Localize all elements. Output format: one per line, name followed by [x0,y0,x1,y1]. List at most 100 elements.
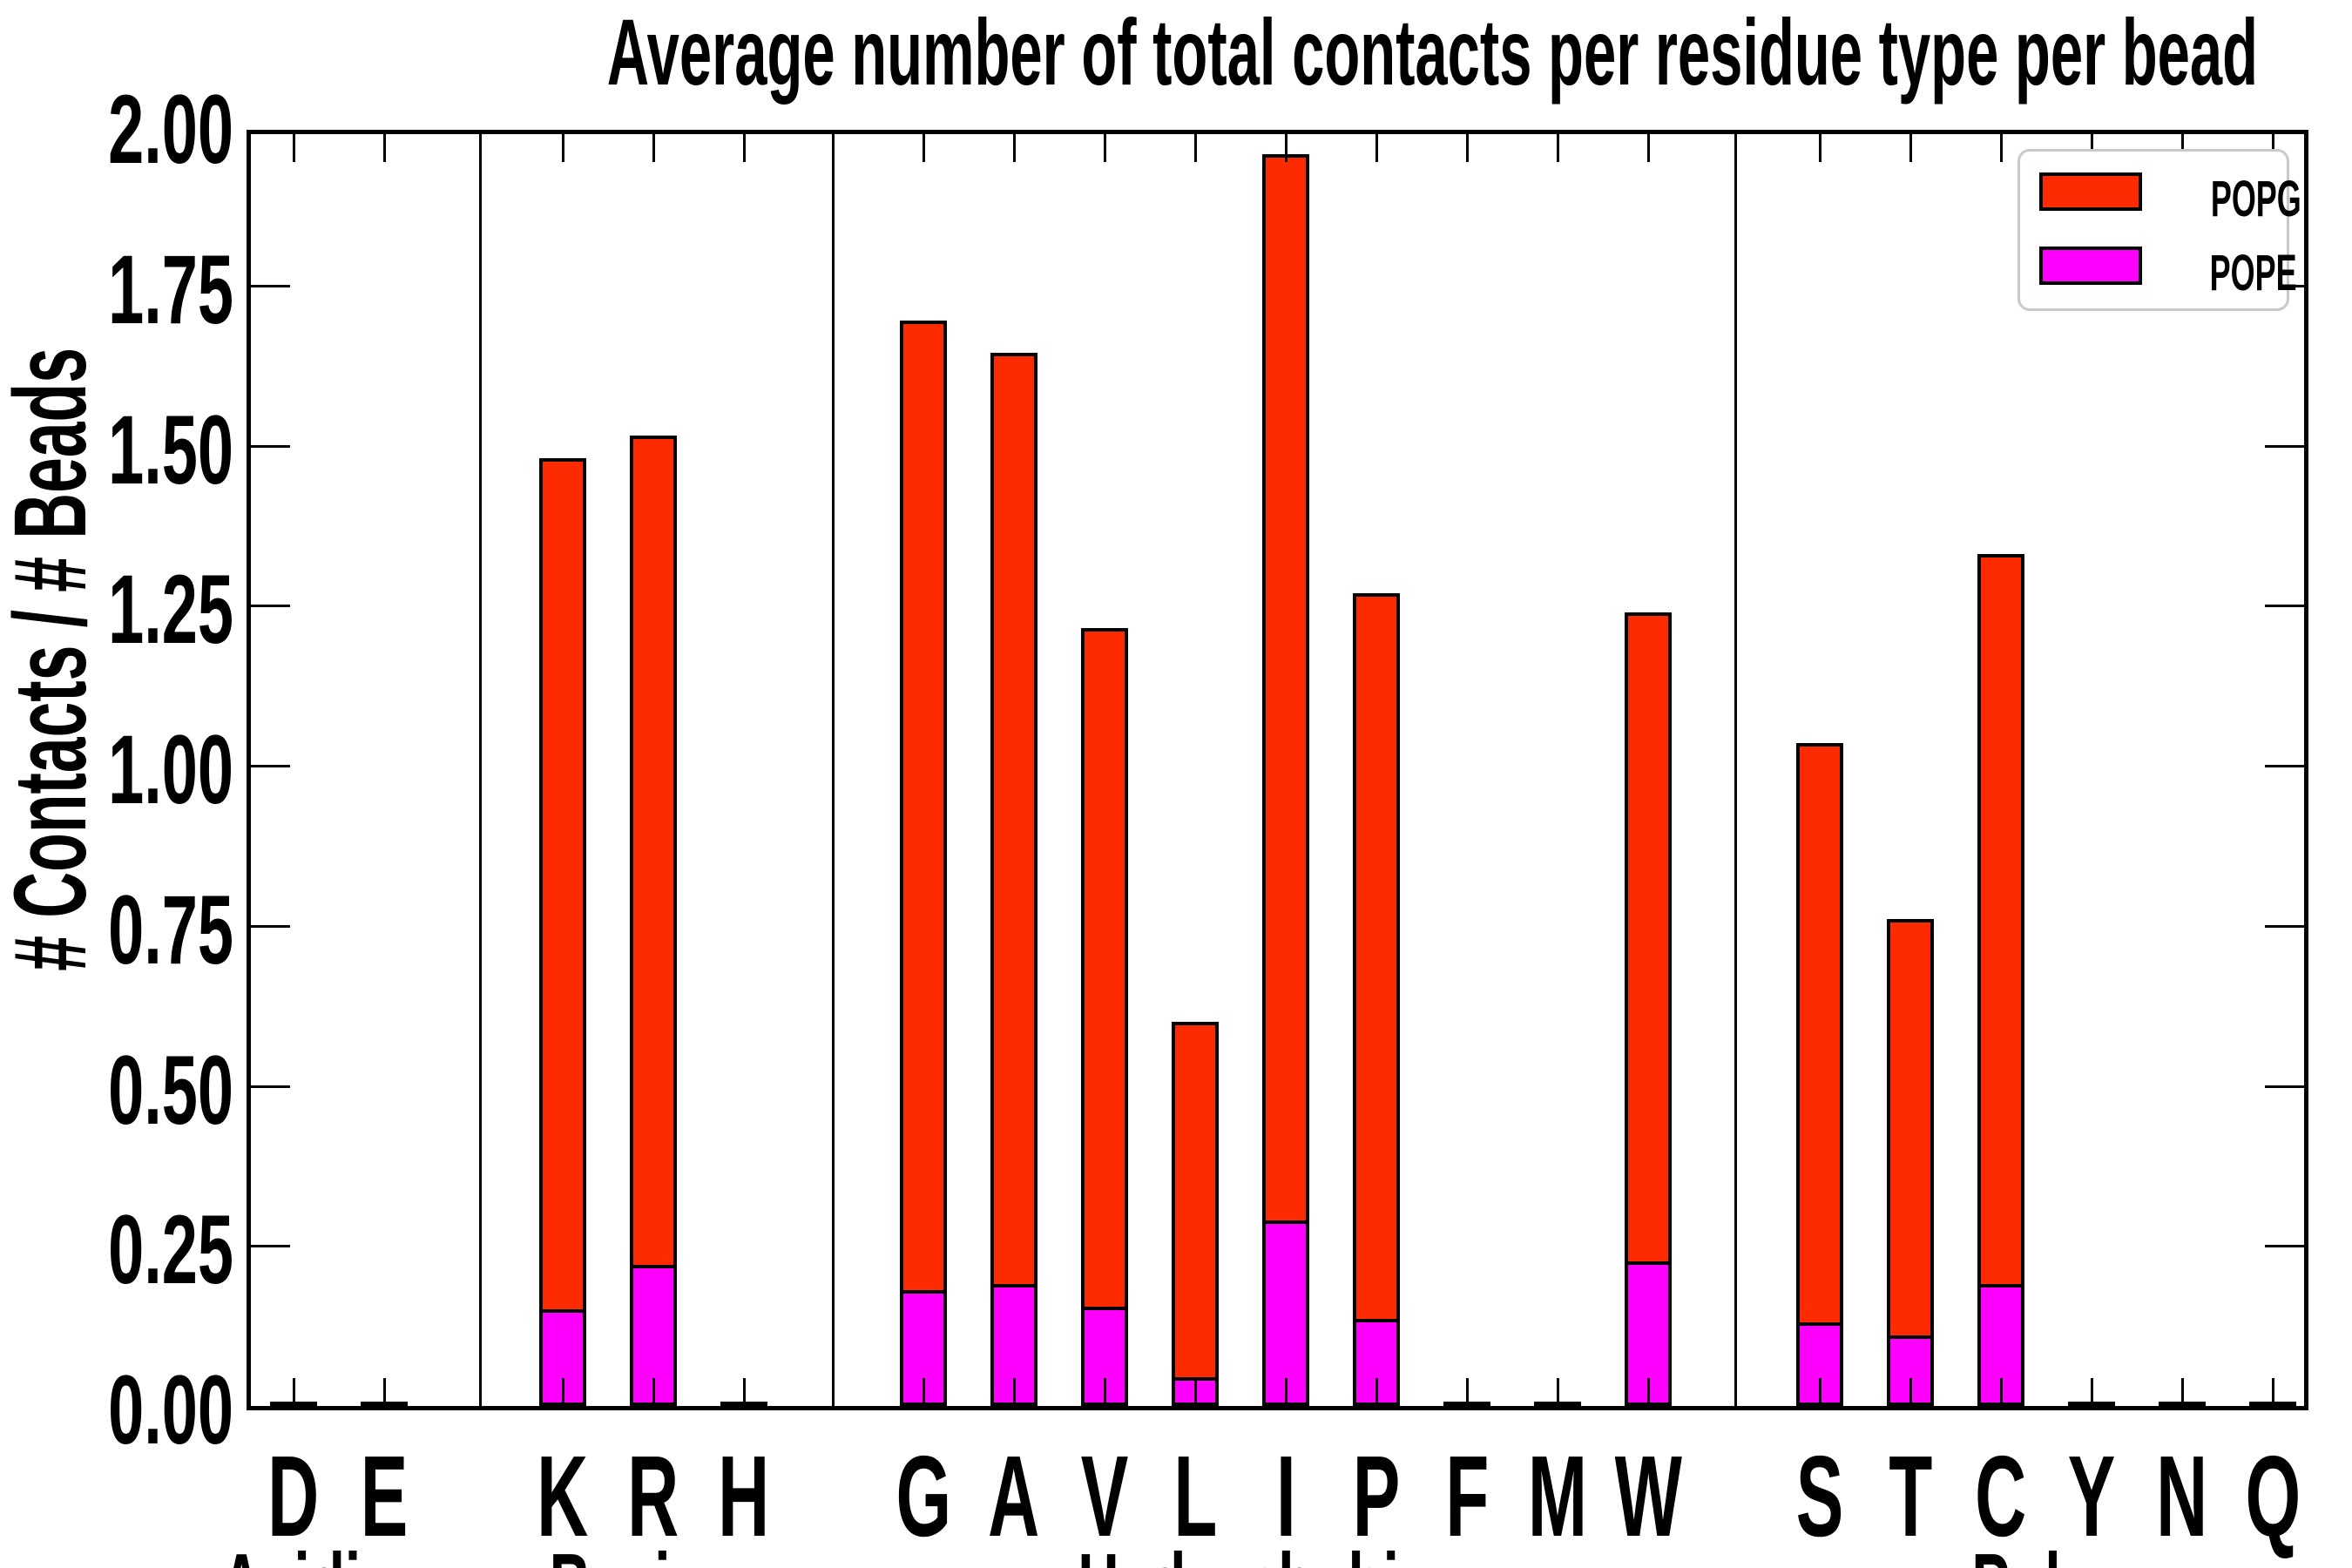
bar-K-pope-segment [543,1309,583,1402]
x-tick-top [1557,134,1559,162]
y-tick-label-text: 0.75 [108,875,233,984]
y-tick-label-0.25: 0.25 [33,1201,233,1299]
x-tick-bottom [743,1378,746,1406]
bar-W [1625,612,1672,1406]
y-tick-label-1.75: 1.75 [33,234,233,344]
bar-G [900,321,947,1406]
group-label-hydrophobic: Hydrophobic [950,1540,1559,1568]
x-label-text: K [537,1432,589,1560]
y-tick-label-0.50: 0.50 [33,1035,233,1145]
x-label-text: R [627,1432,679,1560]
group-label-text: Acidic [220,1540,392,1568]
x-tick-bottom [2091,1378,2093,1406]
group-label-text: Polar [1972,1540,2115,1568]
legend-label-popg: POPG [2210,171,2301,227]
x-label-P: P [1246,1439,1507,1554]
x-tick-top [1285,134,1288,162]
y-tick [251,284,290,287]
x-label-text: M [1527,1432,1588,1560]
bar-I-pope-segment [1266,1220,1306,1402]
x-tick-top [2000,134,2003,162]
y-tick [2265,605,2304,608]
chart-title-text: Average number of total contacts per res… [606,0,2259,105]
x-label-V: V [974,1439,1235,1554]
x-tick-top [1819,134,1821,162]
y-tick [251,444,290,448]
y-tick [2265,444,2304,448]
x-label-K: K [432,1439,693,1554]
legend-label-pope: POPE [2209,245,2297,301]
x-label-T: T [1780,1439,2041,1554]
legend-swatch-popg [2039,172,2142,211]
x-tick-top [1647,134,1650,162]
x-label-text: C [1975,1432,2027,1560]
y-tick-label-text: 1.50 [108,395,233,504]
y-tick-label-1.25: 1.25 [33,561,233,659]
y-tick [2265,924,2304,928]
bar-L [1172,1022,1219,1406]
group-label-acidic: Acidic [2,1540,612,1568]
x-label-C: C [1870,1439,2132,1554]
group-label-text: Basic [549,1540,701,1568]
x-label-Q: Q [2142,1439,2352,1554]
bar-C [1977,554,2024,1406]
x-tick-bottom [1104,1378,1106,1406]
x-tick-bottom [1285,1378,1288,1406]
x-label-L: L [1064,1439,1326,1554]
bar-V [1081,628,1128,1406]
x-tick-top [1375,134,1378,162]
y-tick-label-text: 0.50 [108,1035,233,1145]
x-tick-top [2091,134,2093,162]
bar-P [1353,593,1400,1406]
x-tick-bottom [2181,1378,2184,1406]
x-tick-bottom [1375,1378,1378,1406]
y-tick [2265,1245,2304,1248]
x-tick-top [1013,134,1016,162]
x-label-M: M [1427,1439,1688,1554]
x-label-text: W [1614,1432,1682,1560]
x-tick-bottom [1194,1378,1197,1406]
x-label-text: P [1352,1432,1401,1560]
x-tick-bottom [1013,1378,1016,1406]
x-tick-top [652,134,655,162]
x-label-text: Q [2245,1432,2301,1560]
x-tick-top [383,134,386,162]
x-label-text: N [2156,1432,2208,1560]
x-tick-bottom [1819,1378,1821,1406]
x-label-text: E [360,1432,409,1560]
y-tick-label-0.75: 0.75 [33,875,233,984]
y-tick [251,605,290,608]
legend-swatch-pope [2039,247,2142,285]
x-label-E: E [253,1439,515,1554]
x-label-text: T [1888,1432,1932,1560]
x-tick-bottom [2272,1378,2274,1406]
y-tick [251,1085,290,1088]
x-tick-top [923,134,925,162]
y-tick-label-text: 1.75 [108,234,233,344]
y-tick-label-text: 0.00 [108,1355,233,1464]
y-tick [2265,765,2304,767]
x-label-I: I [1155,1439,1416,1554]
y-tick [251,924,290,928]
x-label-text: G [896,1432,951,1560]
x-tick-top [1194,134,1197,162]
bar-A [990,353,1037,1406]
x-tick-bottom [652,1378,655,1406]
y-tick-label-1.00: 1.00 [33,721,233,819]
group-label-text: Hydrophobic [1078,1540,1430,1568]
x-tick-bottom [1909,1378,1912,1406]
group-label-polar: Polar [1739,1540,2349,1568]
bar-T [1887,919,1934,1406]
x-label-text: H [718,1432,770,1560]
x-tick-top [562,134,564,162]
group-label-basic: Basic [321,1540,930,1568]
x-label-N: N [2051,1439,2313,1554]
x-label-D: D [163,1439,424,1554]
x-label-H: H [613,1439,875,1554]
x-label-text: I [1275,1432,1296,1560]
y-tick [251,1245,290,1248]
x-tick-top [293,134,295,162]
y-tick-label-2.00: 2.00 [33,81,233,179]
x-tick-top [2181,134,2184,162]
